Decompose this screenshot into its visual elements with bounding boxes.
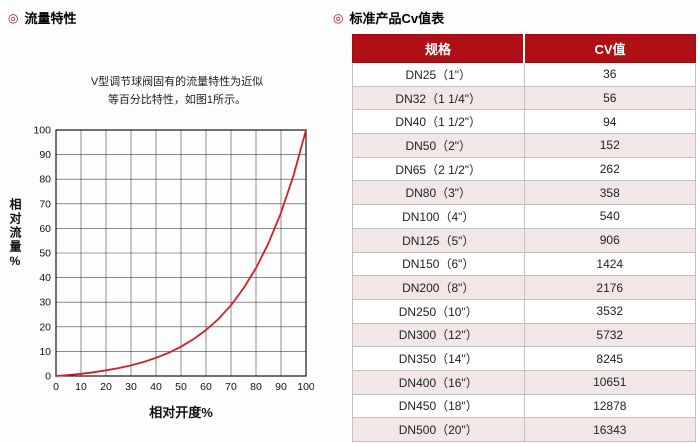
svg-text:0: 0 bbox=[53, 381, 59, 393]
table-row: DN350（14"） 8245 bbox=[352, 346, 696, 371]
note-line-1: V型调节球阀固有的流量特性为近似 bbox=[90, 76, 264, 88]
table-row: DN500（20"） 16343 bbox=[352, 417, 696, 442]
svg-text:50: 50 bbox=[39, 248, 51, 260]
table-row: DN25（1"） 36 bbox=[352, 62, 696, 87]
section-bullet-icon: ◎ bbox=[333, 10, 344, 25]
cv-cell: 2176 bbox=[523, 275, 696, 300]
spec-cell: DN150（6"） bbox=[352, 251, 525, 277]
table-row: DN100（4"） 540 bbox=[352, 204, 696, 229]
svg-text:40: 40 bbox=[150, 381, 162, 393]
svg-text:70: 70 bbox=[225, 381, 237, 393]
spec-cell: DN200（8"） bbox=[352, 275, 525, 300]
table-header-row: 规格 CV值 bbox=[352, 34, 696, 63]
svg-text:80: 80 bbox=[39, 174, 51, 186]
spec-cell: DN300（12"） bbox=[352, 322, 525, 348]
column-header-cv: CV值 bbox=[523, 34, 696, 63]
spec-cell: DN100（4"） bbox=[352, 204, 525, 229]
cv-cell: 10651 bbox=[523, 369, 696, 395]
cv-cell: 1424 bbox=[523, 251, 696, 277]
spec-cell: DN350（14"） bbox=[352, 346, 525, 371]
cv-cell: 152 bbox=[523, 133, 696, 158]
cv-table-head: 规格 CV值 bbox=[352, 34, 696, 63]
table-row: DN32（1 1/4"） 56 bbox=[352, 85, 696, 111]
svg-text:90: 90 bbox=[275, 381, 287, 393]
flow-chart-svg: 0 10 20 30 40 50 60 70 80 90 100 0 10 20 30 40 50 60 70 80 9… bbox=[33, 125, 314, 394]
svg-text:30: 30 bbox=[39, 297, 51, 309]
section-title-cv-table: 标准产品Cv值表 bbox=[349, 11, 445, 26]
flow-characteristic-header: ◎ 流量特性 bbox=[8, 8, 77, 27]
cv-cell: 262 bbox=[523, 156, 696, 182]
table-row: DN150（6"） 1424 bbox=[352, 251, 696, 277]
section-title-flow: 流量特性 bbox=[24, 11, 77, 26]
svg-text:100: 100 bbox=[297, 381, 314, 393]
spec-cell: DN250（10"） bbox=[352, 298, 525, 324]
table-row: DN400（16"） 10651 bbox=[352, 369, 696, 395]
cv-cell: 540 bbox=[523, 204, 696, 229]
flow-characteristic-note: V型调节球阀固有的流量特性为近似 等百分比特性，如图1所示。 bbox=[42, 74, 312, 109]
table-row: DN200（8"） 2176 bbox=[352, 275, 696, 300]
spec-cell: DN25（1"） bbox=[352, 62, 525, 87]
svg-text:70: 70 bbox=[39, 198, 51, 210]
spec-cell: DN40（1 1/2"） bbox=[352, 109, 525, 135]
spec-cell: DN500（20"） bbox=[352, 417, 525, 442]
svg-text:0: 0 bbox=[45, 371, 51, 383]
cv-cell: 56 bbox=[523, 85, 696, 111]
section-bullet-icon: ◎ bbox=[8, 10, 19, 25]
cv-cell: 36 bbox=[523, 62, 696, 87]
cv-cell: 8245 bbox=[523, 346, 696, 371]
y-axis-label: 相对流量% bbox=[8, 198, 22, 270]
svg-text:10: 10 bbox=[75, 381, 87, 393]
table-row: DN250（10"） 3532 bbox=[352, 298, 696, 324]
spec-cell: DN32（1 1/4"） bbox=[352, 85, 525, 111]
svg-text:60: 60 bbox=[200, 381, 212, 393]
table-row: DN80（3"） 358 bbox=[352, 180, 696, 206]
spec-cell: DN450（18"） bbox=[352, 393, 525, 419]
spec-cell: DN125（5"） bbox=[352, 227, 525, 253]
svg-text:20: 20 bbox=[100, 381, 112, 393]
svg-text:10: 10 bbox=[39, 346, 51, 358]
cv-cell: 5732 bbox=[523, 322, 696, 348]
cv-table-body: DN25（1"） 36 DN32（1 1/4"） 56 DN40（1 1/2"） 94 DN… bbox=[352, 62, 696, 442]
x-axis-label: 相对开度% bbox=[149, 405, 213, 420]
cv-cell: 3532 bbox=[523, 298, 696, 324]
cv-cell: 358 bbox=[523, 180, 696, 206]
cv-cell: 94 bbox=[523, 109, 696, 135]
note-line-2: 等百分比特性，如图1所示。 bbox=[107, 93, 247, 106]
svg-text:100: 100 bbox=[33, 125, 51, 137]
spec-cell: DN50（2"） bbox=[352, 133, 525, 158]
svg-text:20: 20 bbox=[39, 321, 51, 333]
table-row: DN450（18"） 12878 bbox=[352, 393, 696, 419]
table-row: DN300（12"） 5732 bbox=[352, 322, 696, 348]
svg-text:90: 90 bbox=[39, 149, 51, 161]
cv-cell: 16343 bbox=[523, 417, 696, 442]
spec-cell: DN65（2 1/2"） bbox=[352, 156, 525, 182]
column-header-spec: 规格 bbox=[352, 34, 525, 63]
table-row: DN40（1 1/2"） 94 bbox=[352, 109, 696, 135]
table-row: DN50（2"） 152 bbox=[352, 133, 696, 158]
table-row: DN125（5"） 906 bbox=[352, 227, 696, 253]
svg-text:40: 40 bbox=[39, 272, 51, 284]
flow-chart: 相对流量% 0 10 20 30 40 50 60 70 80 90 100 0 10 20 30 40 50 6… bbox=[6, 118, 336, 438]
svg-text:30: 30 bbox=[125, 381, 137, 393]
svg-text:50: 50 bbox=[175, 381, 187, 393]
cv-cell: 906 bbox=[523, 227, 696, 253]
svg-text:80: 80 bbox=[250, 381, 262, 393]
spec-cell: DN400（16"） bbox=[352, 369, 525, 395]
cv-table-header: ◎ 标准产品Cv值表 bbox=[333, 8, 444, 27]
cv-value-table: 规格 CV值 DN25（1"） 36 DN32（1 1/4"） 56 DN40（1 1/… bbox=[352, 34, 696, 442]
table-row: DN65（2 1/2"） 262 bbox=[352, 156, 696, 182]
svg-text:60: 60 bbox=[39, 223, 51, 235]
cv-cell: 12878 bbox=[523, 393, 696, 419]
spec-cell: DN80（3"） bbox=[352, 180, 525, 206]
